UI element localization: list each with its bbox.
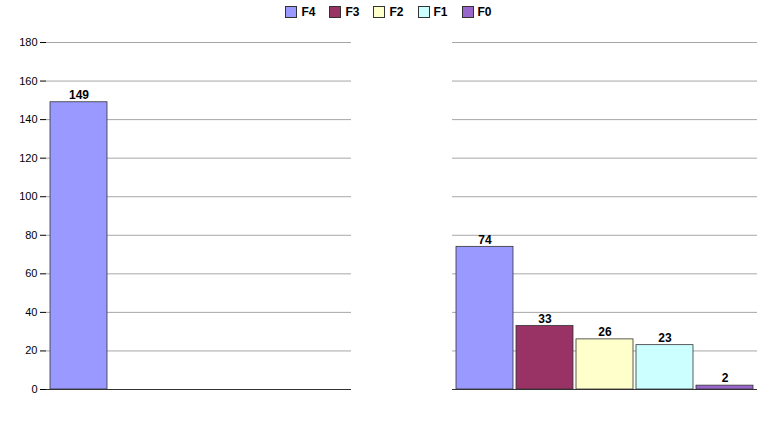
- svg-text:23: 23: [658, 331, 672, 345]
- svg-text:33: 33: [538, 312, 552, 326]
- svg-text:40: 40: [25, 306, 37, 318]
- svg-text:120: 120: [19, 152, 37, 164]
- html-text:F2: F2: [389, 5, 404, 19]
- svg-text:26: 26: [598, 325, 612, 339]
- html-text:F1: F1: [433, 5, 448, 19]
- svg-text:160: 160: [19, 75, 37, 87]
- html-text:F0: F0: [477, 5, 492, 19]
- svg-text:100: 100: [19, 190, 37, 202]
- svg-text:140: 140: [19, 113, 37, 125]
- svg-text:20: 20: [25, 344, 37, 356]
- svg-text:149: 149: [69, 88, 89, 102]
- svg-text:180: 180: [19, 36, 37, 48]
- svg-text:74: 74: [478, 233, 492, 247]
- svg-text:60: 60: [25, 267, 37, 279]
- html-text:F3: F3: [345, 5, 360, 19]
- html-text:F4: F4: [301, 5, 316, 19]
- svg-text:2: 2: [722, 371, 729, 385]
- svg-text:0: 0: [31, 383, 37, 395]
- svg-text:80: 80: [25, 229, 37, 241]
